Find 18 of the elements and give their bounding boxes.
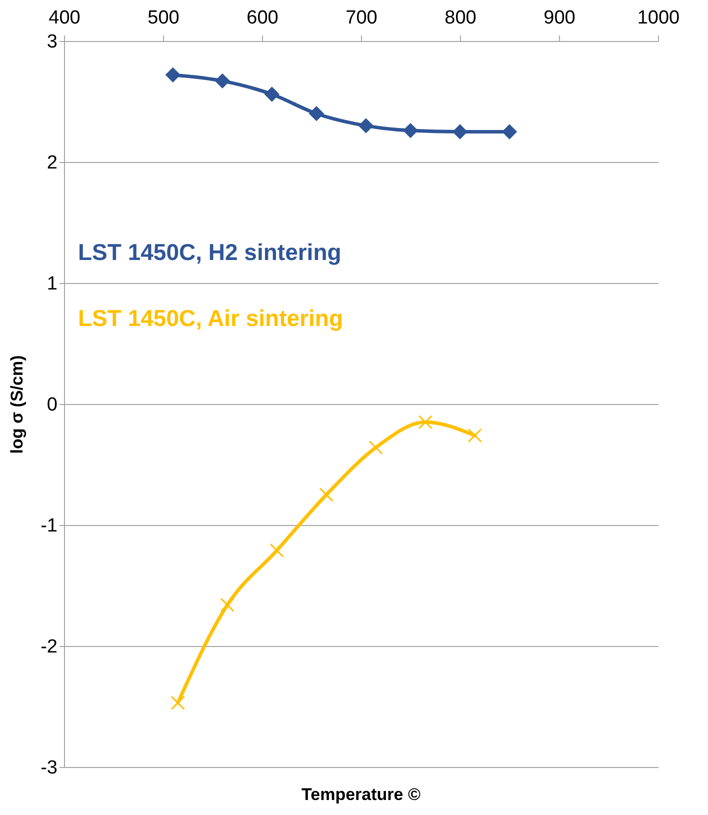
y-tick-label: -3 — [40, 758, 58, 778]
x-tick-label: 800 — [444, 8, 476, 28]
x-tick-label: 1000 — [637, 8, 680, 28]
y-tick-label: -1 — [40, 516, 58, 536]
text: LST 1450C, Air sintering — [78, 305, 343, 331]
x-tick-label: 500 — [148, 8, 180, 28]
y-axis-title: log σ (S/cm) — [8, 355, 27, 454]
x-tick-label: 400 — [48, 8, 80, 28]
x-tick-label: 900 — [544, 8, 576, 28]
y-tick-label: 0 — [46, 394, 58, 416]
text: LST 1450C, H2 sintering — [78, 239, 342, 265]
x-axis-title: Temperature © — [302, 785, 421, 804]
x-tick-label: 700 — [346, 8, 378, 28]
x-tick-label: 600 — [246, 8, 278, 28]
y-tick-label: 2 — [46, 152, 58, 174]
y-tick-label: 3 — [46, 32, 58, 52]
y-tick-label: -2 — [40, 636, 58, 658]
y-tick-label: 1 — [46, 274, 58, 294]
